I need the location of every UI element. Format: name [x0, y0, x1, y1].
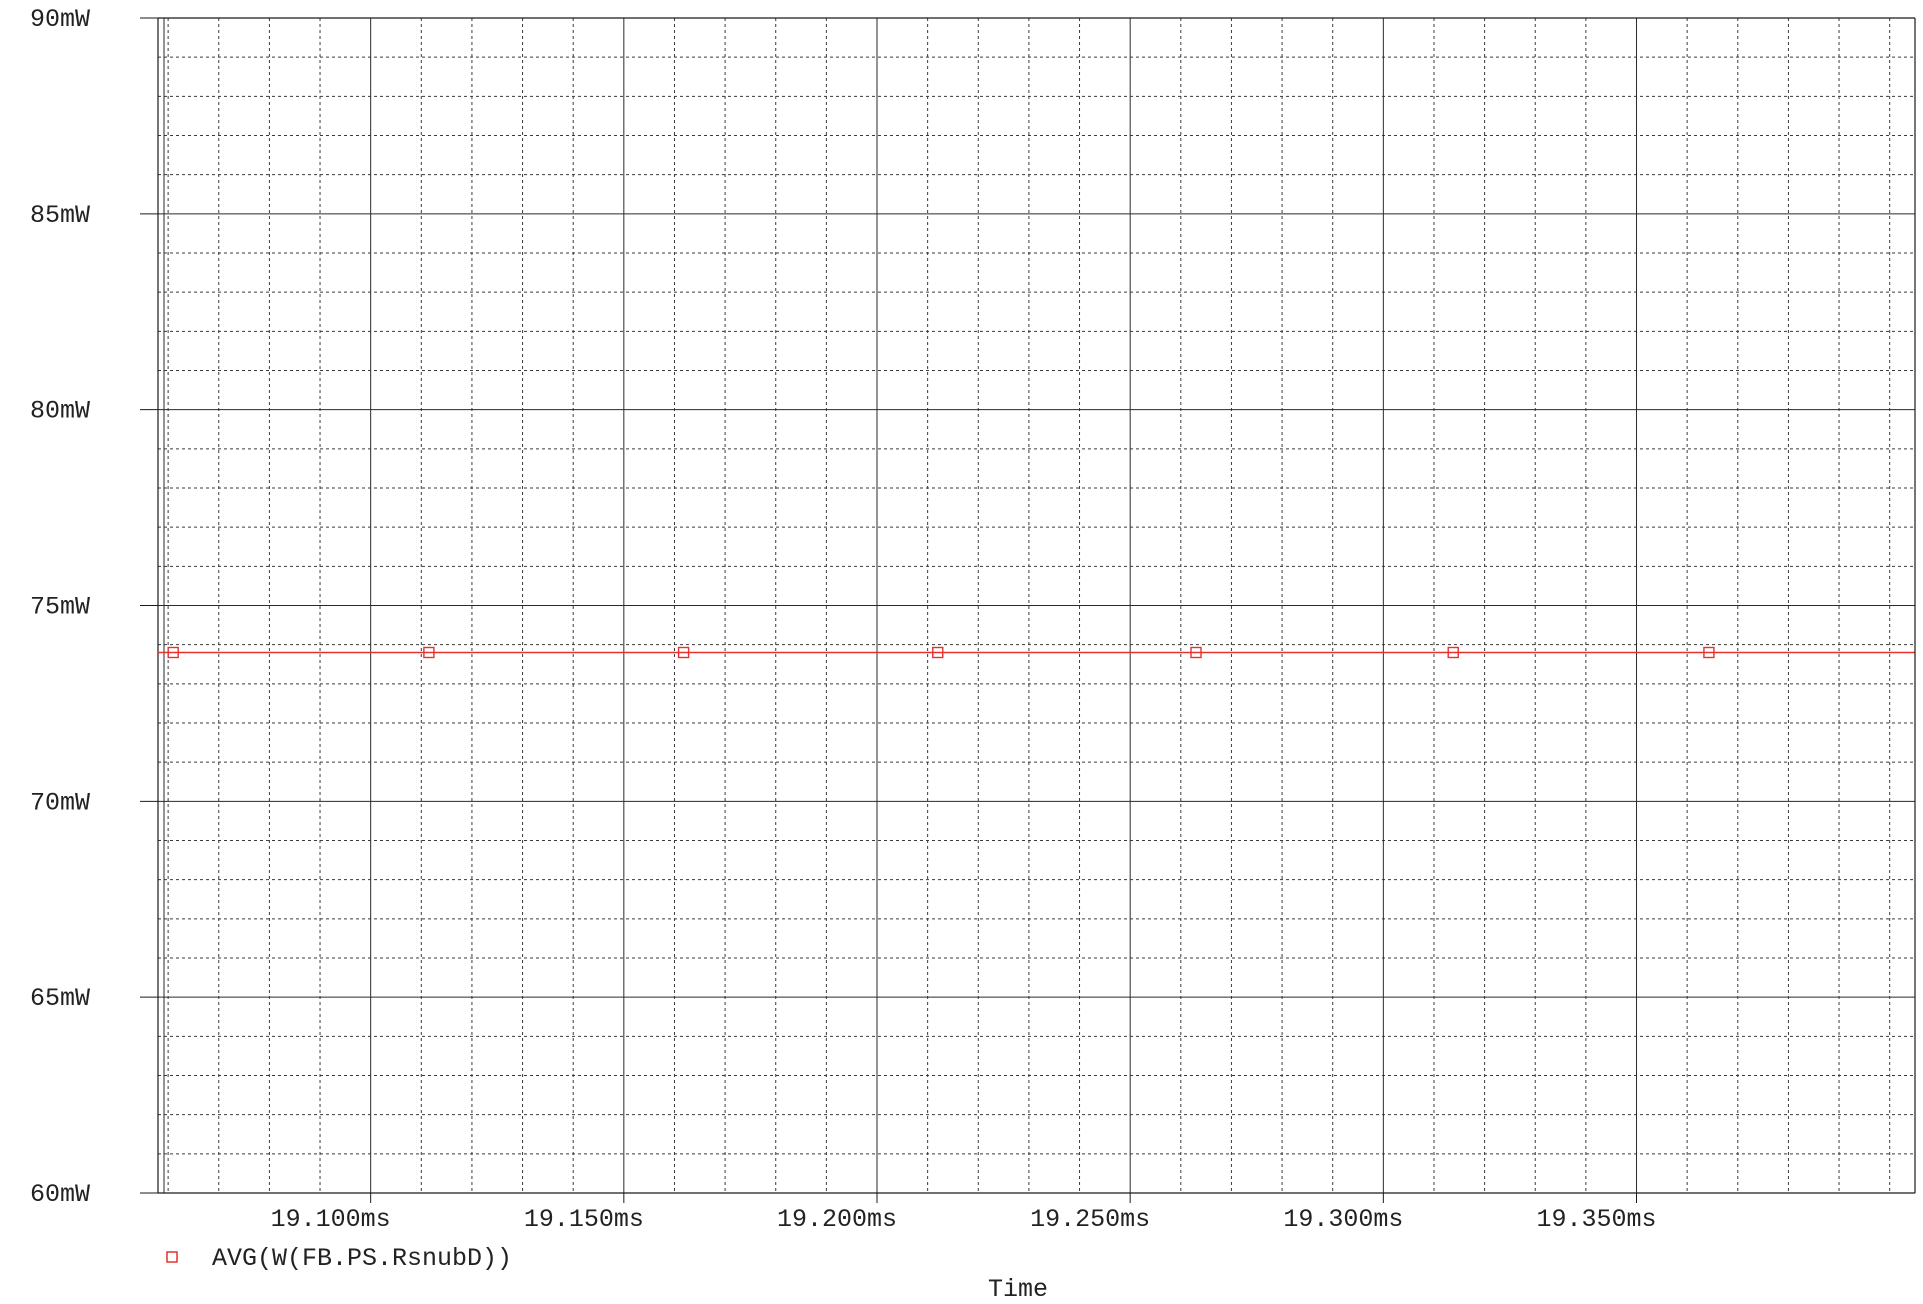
x-axis-tick-labels: 19.100ms 19.150ms 19.200ms 19.250ms 19.300ms…: [271, 1205, 1657, 1234]
legend-entry-label: AVG(W(FB.PS.RsnubD)): [212, 1244, 512, 1273]
x-tick-label: 19.250ms: [1030, 1205, 1150, 1234]
y-tick-label: 90mW: [30, 5, 90, 34]
y-tick-label: 70mW: [30, 788, 90, 817]
series-marker: [1190, 646, 1202, 659]
legend: AVG(W(FB.PS.RsnubD)): [166, 1244, 512, 1273]
y-tick-label: 60mW: [30, 1180, 90, 1209]
y-tick-label: 80mW: [30, 397, 90, 426]
x-tick-label: 19.200ms: [777, 1205, 897, 1234]
x-tick-label: 19.350ms: [1536, 1205, 1656, 1234]
y-axis-tick-labels: 60mW 65mW 70mW 75mW 80mW 85mW 90mW: [30, 5, 90, 1209]
series-marker: [677, 646, 690, 659]
legend-marker-icon: [166, 1251, 178, 1263]
axes: [140, 17, 1916, 1203]
y-tick-label: 75mW: [30, 593, 90, 622]
series-marker: [1447, 646, 1459, 659]
x-tick-label: 19.100ms: [271, 1205, 391, 1234]
series-marker: [932, 646, 944, 659]
x-axis-title: Time: [988, 1275, 1048, 1304]
series-marker: [423, 646, 435, 659]
series-layer: [158, 646, 1915, 659]
x-tick-label: 19.300ms: [1283, 1205, 1403, 1234]
series-marker: [1703, 646, 1715, 659]
major-grid: [158, 18, 1915, 1193]
y-tick-label: 65mW: [30, 984, 90, 1013]
x-tick-label: 19.150ms: [524, 1205, 644, 1234]
y-tick-label: 85mW: [30, 201, 90, 230]
series-marker: [167, 646, 179, 659]
